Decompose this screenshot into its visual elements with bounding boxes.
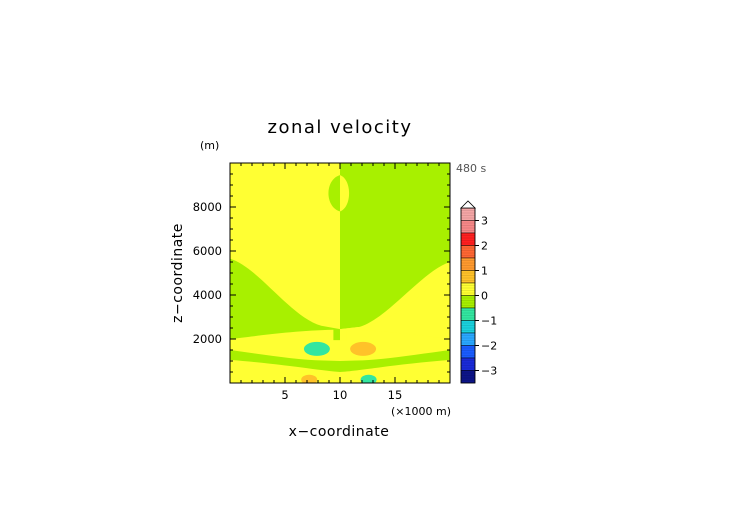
x-tick-label: 5 [281, 388, 288, 402]
colorbar-level [460, 245, 476, 259]
y-axis-unit: (m) [200, 139, 219, 152]
x-axis-label: x−coordinate [289, 424, 390, 440]
top-lens-right [340, 175, 350, 212]
x-axis-unit: (×1000 m) [391, 405, 451, 418]
colorbar-tick-label: 3 [481, 215, 488, 228]
plot-area [230, 163, 450, 383]
colorbar-level [460, 257, 476, 271]
colorbar-level [460, 332, 476, 346]
y-tick-label: 6000 [193, 244, 222, 258]
y-tick-label: 4000 [193, 288, 222, 302]
y-tick-label: 2000 [193, 332, 222, 346]
x-tick-label: 10 [333, 388, 348, 402]
y-axis-ticks: 2000 4000 6000 8000 [193, 173, 450, 373]
colorbar-level [460, 345, 476, 359]
y-tick-label: 8000 [193, 200, 222, 214]
lower-right-band [340, 350, 450, 372]
x-tick-label: 15 [388, 388, 403, 402]
colorbar-level [460, 220, 476, 234]
colorbar: 3 2 1 0 −1 −2 −3 [460, 200, 497, 384]
y-axis-label: z−coordinate [170, 223, 186, 323]
colorbar-tick-label: −3 [481, 365, 497, 378]
colorbar-level [460, 282, 476, 296]
positive-blob-right [350, 341, 377, 356]
chart-title: zonal velocity [268, 117, 413, 138]
colorbar-level [460, 270, 476, 284]
colorbar-level [460, 357, 476, 371]
colorbar-level [460, 320, 476, 334]
top-lens-left [328, 175, 340, 212]
colorbar-level [460, 232, 476, 246]
colorbar-tick-label: −2 [481, 340, 497, 353]
colorbar-level [460, 295, 476, 309]
colorbar-tick-label: 1 [481, 265, 488, 278]
colorbar-extend-triangle [460, 200, 476, 209]
colorbar-tick-label: 2 [481, 240, 488, 253]
colorbar-level [460, 307, 476, 321]
negative-blob-left [303, 341, 330, 356]
time-label: 480 s [456, 162, 486, 175]
right-upper-region [340, 163, 450, 330]
x-axis-ticks: 5 10 15 [240, 163, 440, 402]
colorbar-tick-label: −1 [481, 315, 497, 328]
colorbar-tick-label: 0 [481, 290, 488, 303]
colorbar-level [460, 370, 476, 384]
right-wave-region [340, 262, 450, 341]
left-wave-region [230, 258, 340, 341]
colorbar-level [460, 207, 476, 221]
lower-left-band [230, 350, 340, 372]
positive-blob-bottom-left [301, 374, 318, 383]
